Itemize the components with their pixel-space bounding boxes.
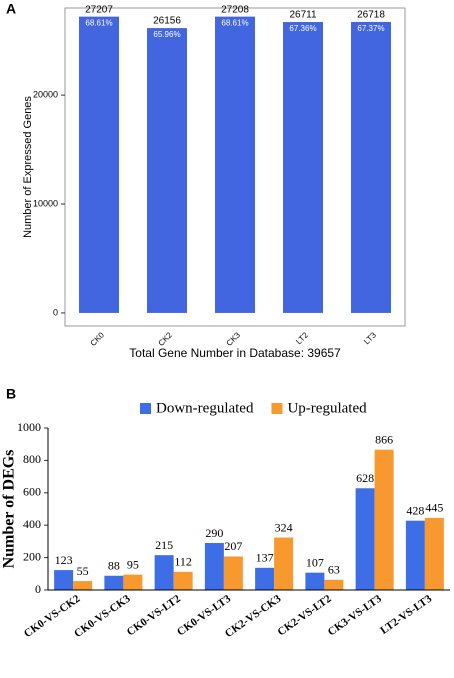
value-label: 26156 <box>153 16 181 27</box>
value-label: 112 <box>174 555 192 569</box>
x-tick-label: CK2-VS-CK3 <box>223 592 284 640</box>
bar <box>223 556 243 590</box>
inner-label: 67.37% <box>357 24 384 33</box>
value-label: 215 <box>155 538 173 552</box>
bar <box>215 16 255 313</box>
x-tick-label: LT2 <box>294 330 310 346</box>
y-tick-label: 800 <box>23 452 41 466</box>
value-label: 88 <box>108 558 120 572</box>
value-label: 26718 <box>357 10 385 21</box>
bar <box>351 21 391 313</box>
value-label: 55 <box>77 564 89 578</box>
bar <box>405 520 425 590</box>
bar <box>154 555 174 590</box>
x-tick-label: CK0-VS-CK3 <box>72 592 133 640</box>
inner-label: 68.61% <box>221 19 248 28</box>
x-tick-label: LT3 <box>362 330 378 346</box>
legend-label: Down-regulated <box>156 400 254 416</box>
bar <box>104 575 124 590</box>
value-label: 428 <box>406 503 424 517</box>
bar <box>283 22 323 313</box>
bar <box>324 579 344 590</box>
value-label: 107 <box>306 555 324 569</box>
value-label: 445 <box>425 501 443 515</box>
x-tick-label: CK0-VS-LT2 <box>125 592 184 638</box>
bar <box>305 572 325 590</box>
y-tick-label: 20000 <box>33 89 58 99</box>
value-label: 27207 <box>85 4 113 15</box>
bar <box>204 543 224 590</box>
bar <box>355 488 375 590</box>
bar <box>54 570 74 590</box>
inner-label: 65.96% <box>153 30 180 39</box>
x-tick-label: LT2-VS-LT3 <box>378 592 434 636</box>
value-label: 27208 <box>221 4 249 15</box>
legend-swatch <box>140 403 151 414</box>
y-tick-label: 400 <box>23 517 41 531</box>
bar <box>274 537 294 590</box>
y-tick-label: 10000 <box>33 198 58 208</box>
value-label: 137 <box>256 551 274 565</box>
x-tick-label: CK0 <box>89 330 107 348</box>
value-label: 628 <box>356 471 374 485</box>
bar <box>147 28 187 313</box>
value-label: 324 <box>275 520 293 534</box>
bar <box>173 571 193 590</box>
panel-letter: B <box>6 386 16 402</box>
bar <box>255 567 275 590</box>
bar <box>123 574 143 590</box>
value-label: 866 <box>375 432 393 446</box>
legend-label: Up-regulated <box>287 400 367 416</box>
y-tick-label: 600 <box>23 485 41 499</box>
legend-swatch <box>271 403 283 414</box>
bar <box>374 449 394 590</box>
x-tick-label: CK2-VS-LT2 <box>275 592 334 638</box>
panel-letter: A <box>6 1 16 17</box>
y-axis-label: Number of Expressed Genes <box>22 96 34 238</box>
inner-label: 67.36% <box>289 24 316 33</box>
y-tick-label: 0 <box>53 307 58 317</box>
y-axis-label: Number of DEGs <box>1 450 18 569</box>
x-axis-label: Total Gene Number in Database: 39657 <box>129 346 341 360</box>
value-label: 123 <box>55 553 73 567</box>
value-label: 63 <box>328 563 340 577</box>
y-tick-label: 200 <box>23 549 41 563</box>
y-tick-label: 1000 <box>17 420 41 434</box>
y-tick-label: 0 <box>35 582 41 596</box>
inner-label: 68.61% <box>85 19 112 28</box>
bar <box>79 16 119 313</box>
value-label: 207 <box>224 539 242 553</box>
bar <box>73 581 93 590</box>
plot-frame <box>64 7 406 327</box>
value-label: 290 <box>205 526 223 540</box>
bar <box>424 517 444 590</box>
value-label: 95 <box>127 557 139 571</box>
x-tick-label: CK3-VS-LT3 <box>326 592 385 638</box>
value-label: 26711 <box>289 10 317 21</box>
